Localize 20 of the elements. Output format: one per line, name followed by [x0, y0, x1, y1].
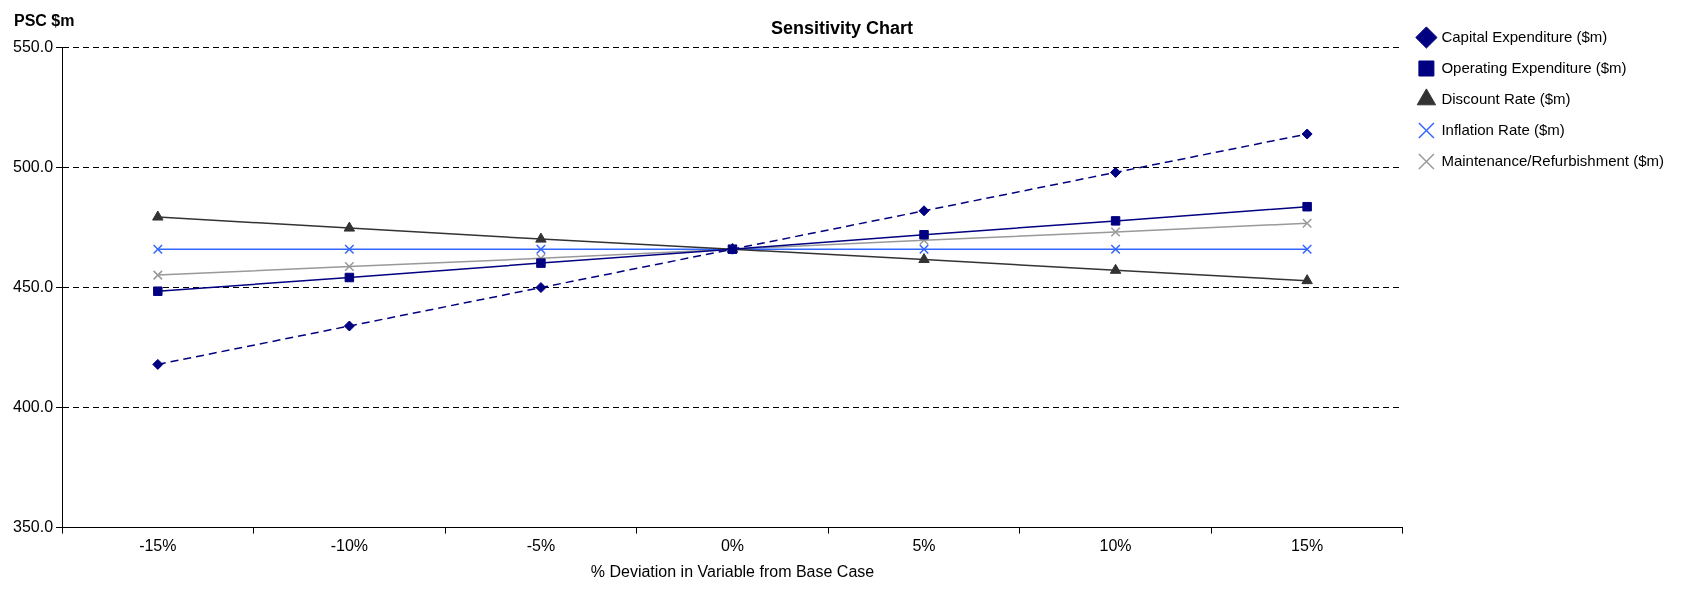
x-tick-label: -10%	[330, 536, 369, 554]
legend-label: Operating Expenditure ($m)	[1441, 58, 1627, 76]
x-axis-title: % Deviation in Variable from Base Case	[590, 562, 875, 580]
x-tick-label: 5%	[912, 536, 936, 554]
x-tick-label: 15%	[1291, 536, 1324, 554]
legend-label: Capital Expenditure ($m)	[1441, 27, 1608, 45]
legend-label: Inflation Rate ($m)	[1441, 120, 1565, 138]
y-tick-label: 550.0	[12, 38, 54, 56]
x-tick-label: 0%	[720, 536, 745, 554]
x-tick-label: 10%	[1099, 536, 1132, 554]
y-tick-label: 400.0	[12, 398, 54, 416]
chart-title: Sensitivity Chart	[770, 17, 914, 38]
y-tick-label: 350.0	[12, 518, 54, 536]
y-axis-title: PSC $m	[14, 12, 75, 30]
x-tick-label: -15%	[139, 536, 177, 554]
y-tick-label: 500.0	[12, 158, 54, 176]
legend-label: Discount Rate ($m)	[1441, 89, 1571, 107]
legend-label: Maintenance/Refurbishment ($m)	[1441, 151, 1665, 169]
x-tick-label: -5%	[526, 536, 556, 554]
y-tick-label: 450.0	[12, 278, 54, 296]
